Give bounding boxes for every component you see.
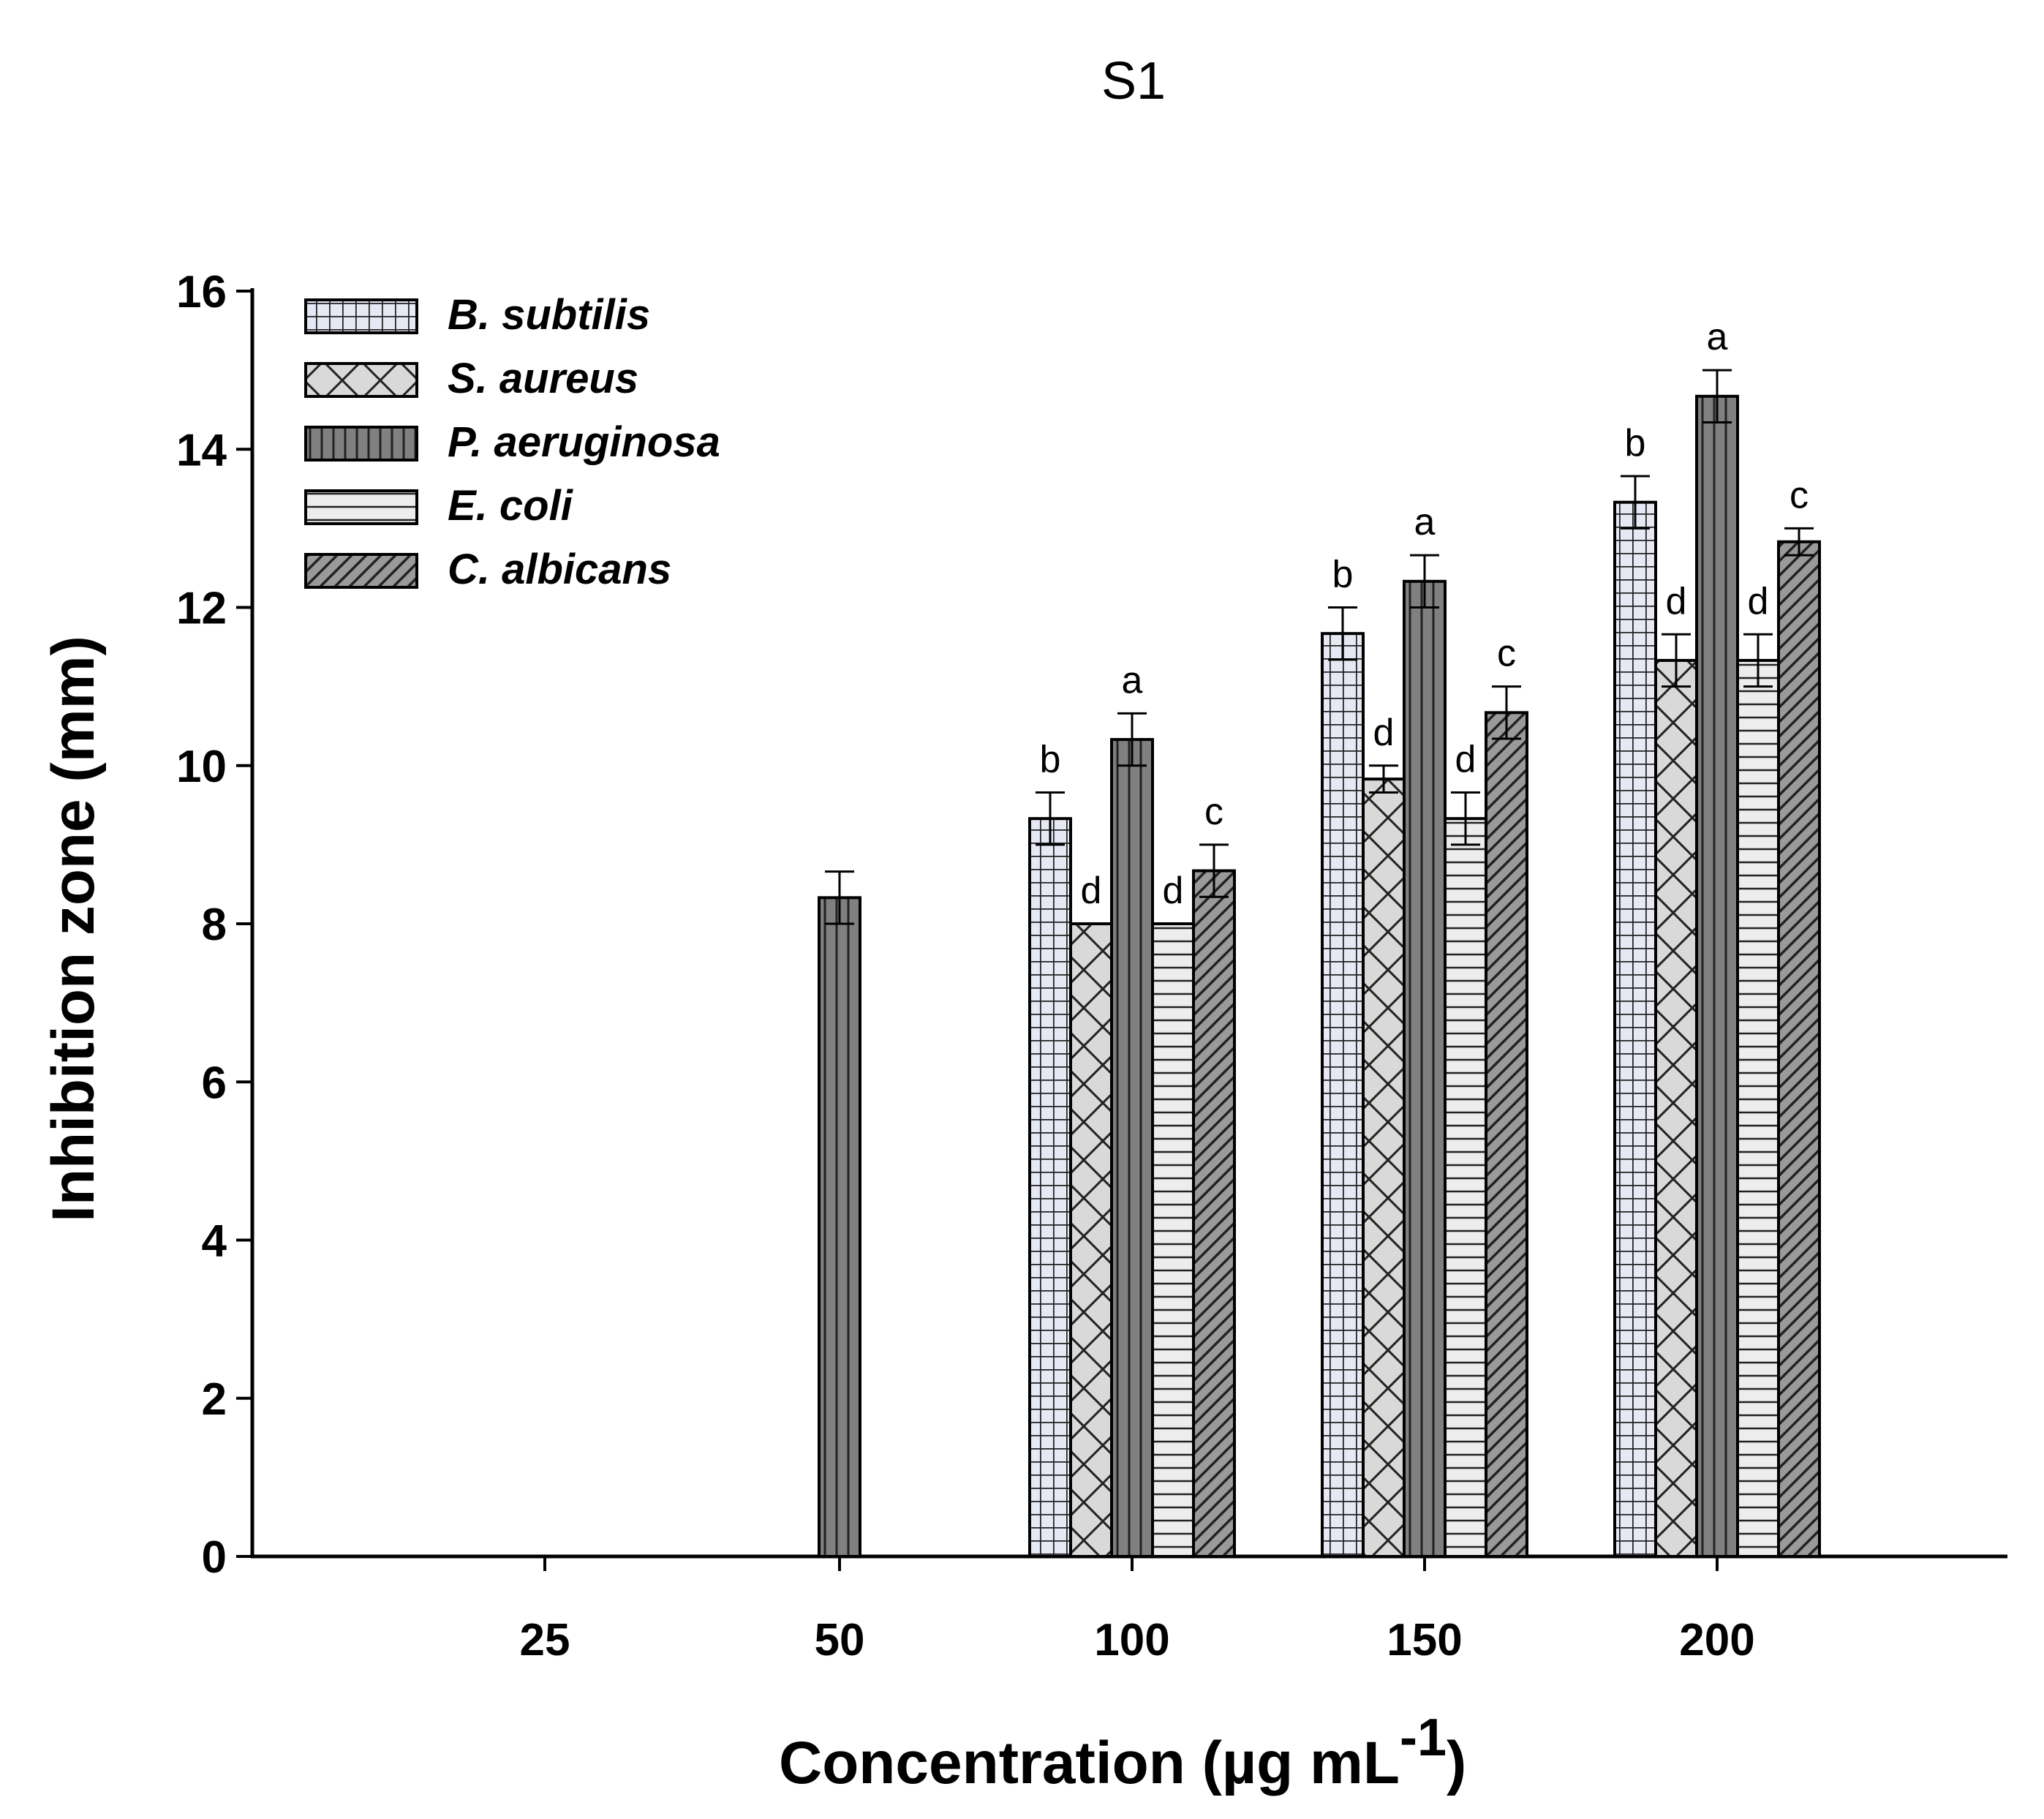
significance-label: c: [1790, 474, 1809, 516]
x-tick-label: 150: [1387, 1615, 1462, 1665]
bar-p-aeruginosa-100: [1110, 738, 1154, 1558]
x-axis: 25 50 100 150 200: [251, 1554, 2007, 1665]
legend-swatch: [304, 426, 418, 462]
bar-s-aureus-100: [1069, 922, 1113, 1558]
x-axis-label-close: ): [1447, 1730, 1466, 1796]
x-axis-label: Concentration (µg mL-1): [779, 1709, 1466, 1796]
legend-swatch: [304, 298, 418, 334]
bar-p-aeruginosa-150: [1403, 579, 1447, 1558]
x-tick-label: 200: [1679, 1615, 1754, 1665]
significance-label: c: [1497, 633, 1516, 675]
y-tick-label: 6: [202, 1058, 227, 1108]
x-tick-label: 100: [1094, 1615, 1169, 1665]
significance-label: d: [1666, 580, 1687, 622]
significance-label: b: [1040, 739, 1061, 781]
bar-b-subtilis-200: [1613, 500, 1657, 1558]
significance-label: a: [1414, 501, 1436, 543]
y-tick-label: 2: [202, 1374, 227, 1425]
significance-label: d: [1748, 580, 1769, 622]
legend: B. subtilis S. aureus P. aeruginosa E. coli…: [304, 291, 720, 593]
bar-e-coli-100: [1151, 922, 1195, 1558]
legend-label: P. aeruginosa: [448, 418, 720, 466]
bar-b-subtilis-100: [1028, 817, 1072, 1558]
bar-c-albicans-100: [1192, 869, 1236, 1558]
significance-label: d: [1163, 870, 1184, 912]
legend-label: S. aureus: [448, 355, 638, 402]
bar-c-albicans-200: [1777, 540, 1821, 1558]
legend-swatch: [304, 362, 418, 398]
legend-swatch: [304, 553, 418, 589]
y-tick-label: 0: [202, 1532, 227, 1583]
y-axis-label: Inhibition zone (mm): [40, 636, 107, 1222]
y-tick-label: 12: [176, 584, 227, 634]
significance-label: d: [1373, 712, 1395, 754]
y-tick-label: 16: [176, 267, 227, 317]
significance-label: b: [1625, 422, 1646, 464]
y-tick-label: 4: [202, 1216, 227, 1267]
legend-label: B. subtilis: [448, 291, 650, 339]
significance-label: d: [1081, 870, 1102, 912]
y-tick-label: 10: [176, 742, 227, 792]
x-axis-label-main: Concentration (µg mL: [779, 1730, 1400, 1796]
significance-label: a: [1122, 659, 1143, 701]
y-tick-label: 8: [202, 900, 227, 950]
x-tick-label: 50: [815, 1615, 865, 1665]
chart-title: S1: [1101, 52, 1166, 110]
x-tick-label: 25: [520, 1615, 570, 1665]
bar-s-aureus-150: [1362, 777, 1406, 1558]
significance-label: b: [1332, 554, 1354, 596]
y-axis: 0 2 4 6 8 10 12 14 16: [176, 267, 254, 1583]
legend-label: C. albicans: [448, 546, 671, 593]
bar-p-aeruginosa-50: [818, 896, 861, 1558]
bar-p-aeruginosa-200: [1695, 394, 1739, 1558]
bar-b-subtilis-150: [1321, 632, 1365, 1558]
bar-c-albicans-150: [1485, 711, 1528, 1558]
x-axis-label-superscript: -1: [1400, 1709, 1447, 1767]
bar-e-coli-200: [1736, 658, 1780, 1558]
legend-label: E. coli: [448, 482, 574, 530]
significance-label: d: [1455, 739, 1477, 781]
bar-e-coli-150: [1444, 817, 1487, 1558]
bar-s-aureus-200: [1654, 658, 1698, 1558]
significance-label: a: [1707, 316, 1728, 358]
significance-label: c: [1204, 791, 1223, 833]
y-tick-label: 14: [176, 425, 227, 475]
legend-swatch: [304, 489, 418, 525]
